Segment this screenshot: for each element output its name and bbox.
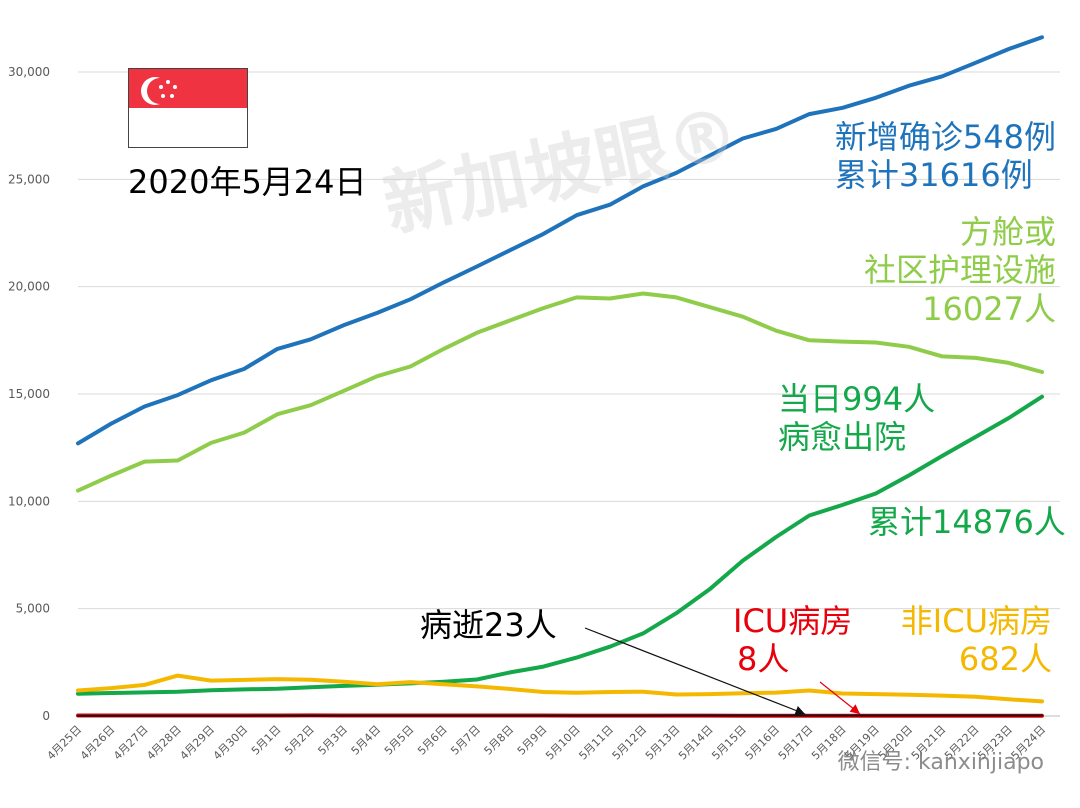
confirmed-annotation: 新增确诊548例 累计31616例: [835, 118, 1056, 195]
x-tick-label: 4月26日: [78, 723, 118, 763]
discharged-label-2: 病愈出院: [778, 418, 907, 457]
x-tick-label: 4月27日: [111, 723, 151, 763]
x-tick-label: 5月11日: [576, 723, 616, 763]
x-tick-label: 5月3日: [315, 723, 350, 758]
icu-label-1: ICU病房: [733, 602, 853, 640]
x-tick-label: 5月8日: [482, 723, 517, 758]
facility-label-1: 方舱或: [959, 213, 1056, 251]
nonicu-label-1: 非ICU病房: [900, 602, 1052, 640]
x-tick-label: 5月12日: [610, 723, 650, 763]
facility-label-3: 16027人: [922, 289, 1056, 328]
icu-label-2: 8人: [737, 640, 790, 679]
confirmed-total-label: 累计31616例: [834, 156, 1033, 195]
x-tick-label: 5月2日: [282, 723, 317, 758]
y-tick-label: 30,000: [8, 65, 50, 79]
y-tick-label: 0: [42, 709, 50, 723]
series-lines: [76, 35, 1044, 718]
x-tick-label: 4月30日: [211, 723, 251, 763]
deaths-arrow: [584, 627, 806, 715]
x-tick-label: 4月28日: [144, 723, 184, 763]
y-tick-label: 15,000: [8, 387, 50, 401]
x-tick-label: 5月6日: [415, 723, 450, 758]
series-line-nonicu: [76, 673, 1044, 704]
x-tick-label: 5月15日: [709, 723, 749, 763]
x-tick-label: 5月14日: [676, 723, 716, 763]
facility-label-2: 社区护理设施: [863, 251, 1056, 290]
date-label: 2020年5月24日: [128, 163, 367, 201]
x-tick-label: 5月17日: [776, 723, 816, 763]
icu-arrow: [819, 681, 861, 715]
y-tick-label: 20,000: [8, 280, 50, 294]
x-tick-label: 5月7日: [448, 723, 483, 758]
y-tick-label: 5,000: [16, 602, 50, 616]
x-tick-label: 4月29日: [177, 723, 217, 763]
facility-annotation: 方舱或 社区护理设施 16027人: [864, 213, 1056, 328]
series-line-confirmed: [76, 35, 1044, 446]
singapore-flag-icon: [128, 68, 248, 148]
x-tick-label: 5月1日: [249, 723, 284, 758]
x-tick-label: 5月5日: [382, 723, 417, 758]
x-tick-label: 5月4日: [349, 723, 384, 758]
wechat-watermark: 微信号: kanxinjiapo: [837, 750, 1044, 775]
x-tick-label: 5月10日: [543, 723, 583, 763]
nonicu-annotation: 非ICU病房 682人: [901, 602, 1052, 679]
discharged-annotation: 当日994人 病愈出院: [778, 380, 935, 457]
x-tick-label: 5月16日: [743, 723, 783, 763]
x-tick-label: 5月13日: [643, 723, 683, 763]
y-tick-label: 25,000: [8, 172, 50, 186]
nonicu-label-2: 682人: [958, 640, 1052, 679]
annotation-arrows: [584, 627, 861, 715]
series-line-discharged: [76, 394, 1044, 696]
y-axis-ticks: 0 5,000 10,000 15,000 20,000 25,000 30,000: [8, 65, 50, 723]
discharged-total-label: 累计14876人: [868, 503, 1066, 541]
y-tick-label: 10,000: [8, 494, 50, 508]
discharged-label-1: 当日994人: [778, 380, 936, 418]
x-tick-label: 4月25日: [45, 723, 85, 763]
icu-annotation: ICU病房 8人: [733, 602, 852, 679]
deaths-annotation: 病逝23人: [420, 606, 557, 644]
series-line-facility: [76, 291, 1044, 493]
confirmed-new-label: 新增确诊548例: [834, 118, 1056, 156]
